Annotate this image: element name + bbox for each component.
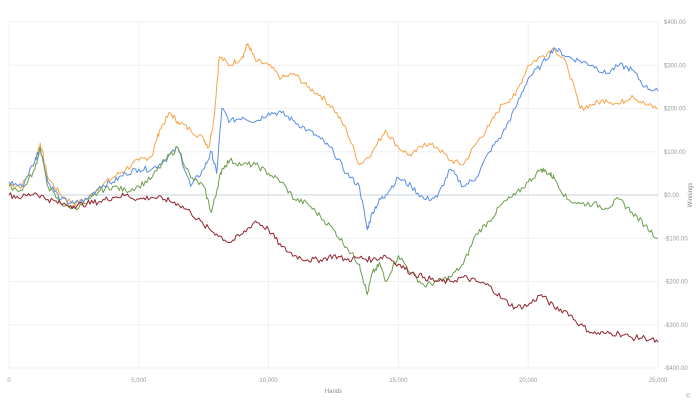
y-tick-label: -$400.00 bbox=[664, 366, 688, 372]
x-tick-label: 10,000 bbox=[259, 378, 278, 384]
series-line-1 bbox=[8, 43, 659, 207]
series-line-3 bbox=[8, 145, 658, 295]
y-tick-label: $0.00 bbox=[664, 193, 680, 199]
x-tick-label: 5,000 bbox=[131, 378, 147, 384]
x-axis-label: Hands bbox=[325, 389, 342, 395]
y-tick-label: $100.00 bbox=[664, 150, 686, 156]
x-tick-label: 20,000 bbox=[519, 378, 538, 384]
y-tick-label: $400.00 bbox=[664, 20, 686, 26]
y-tick-label: -$100.00 bbox=[664, 236, 688, 242]
y-tick-label: $200.00 bbox=[664, 107, 686, 113]
x-tick-label: 25,000 bbox=[649, 378, 668, 384]
y-tick-label: -$200.00 bbox=[664, 280, 688, 286]
series-line-4 bbox=[8, 192, 659, 343]
series-lines bbox=[8, 43, 659, 343]
y-tick-label: -$300.00 bbox=[664, 323, 688, 329]
x-tick-label: 0 bbox=[7, 378, 11, 384]
x-tick-label: 15,000 bbox=[389, 378, 408, 384]
series-line-2 bbox=[8, 47, 659, 231]
y-axis-tick-labels: $400.00 $300.00 $200.00 $100.00 $0.00 -$100.0… bbox=[664, 20, 688, 372]
y-tick-label: $300.00 bbox=[664, 63, 686, 69]
y-axis-label: Winnings bbox=[688, 183, 694, 208]
credit-mark[interactable]: © bbox=[686, 393, 691, 400]
x-axis-tick-labels: 0 5,000 10,000 15,000 20,000 25,000 bbox=[7, 378, 668, 384]
